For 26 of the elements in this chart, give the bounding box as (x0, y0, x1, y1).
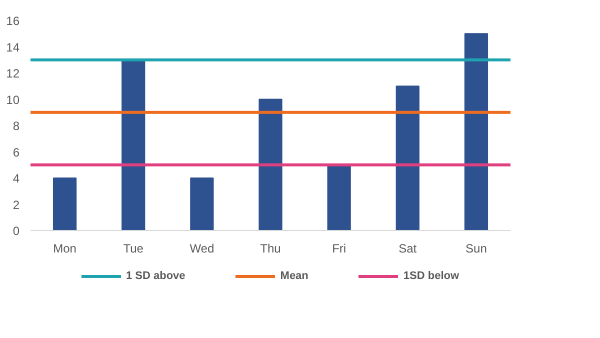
bar (190, 178, 214, 230)
y-tick-label: 2 (12, 198, 20, 212)
y-tick-label: 4 (12, 172, 20, 186)
x-tick-label: Fri (332, 242, 346, 256)
y-tick-label: 12 (6, 66, 20, 80)
y-tick-label: 16 (6, 14, 20, 28)
legend-label: Mean (280, 270, 308, 282)
y-tick-label: 0 (12, 224, 20, 238)
legend-label: 1SD below (403, 270, 460, 282)
y-tick-label: 8 (12, 119, 20, 133)
x-tick-label: Tue (123, 242, 144, 256)
legend-label: 1 SD above (126, 270, 186, 282)
bar (327, 164, 351, 230)
bar (122, 59, 146, 230)
bar (52, 178, 77, 230)
x-tick-label: Sat (398, 242, 418, 256)
x-tick-label: Mon (53, 242, 76, 256)
y-tick-label: 10 (6, 92, 20, 107)
bar (258, 98, 282, 230)
x-tick-label: Thu (260, 242, 281, 256)
bar (396, 86, 420, 230)
y-tick-label: 14 (6, 40, 20, 54)
y-tick-label: 6 (12, 145, 20, 160)
bar (464, 33, 488, 230)
x-tick-label: Sun (466, 242, 487, 256)
x-tick-label: Wed (190, 242, 214, 256)
